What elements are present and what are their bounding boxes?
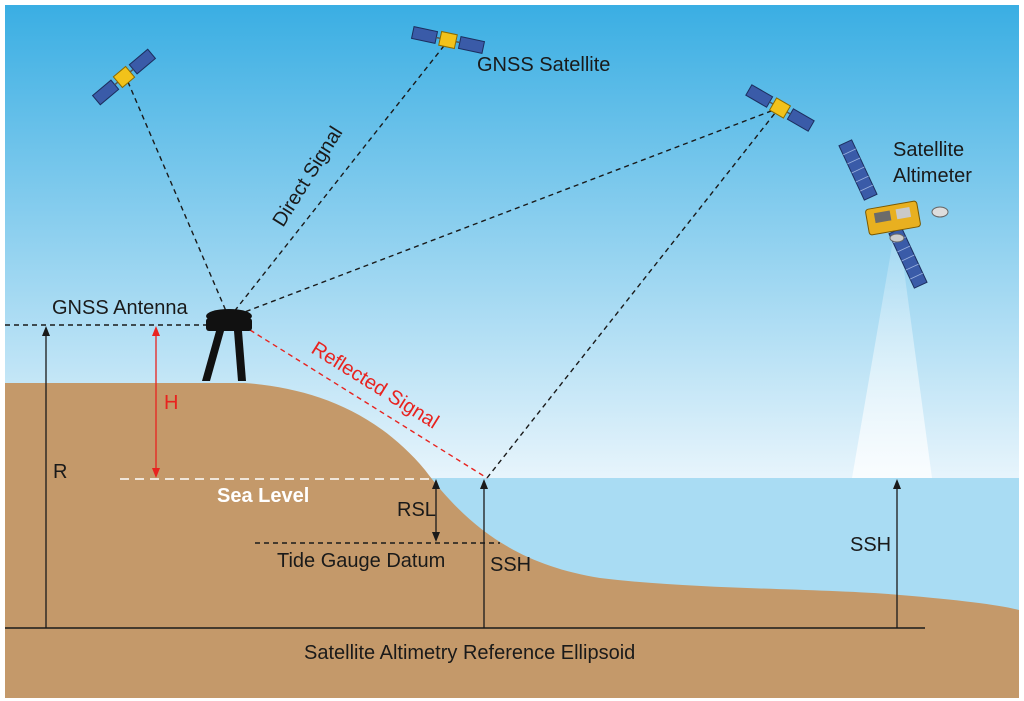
- ssh-right-label: SSH: [850, 534, 891, 556]
- rsl-label: RSL: [397, 499, 436, 521]
- sea-level-label: Sea Level: [217, 485, 309, 507]
- satellite-altimeter-label-line2: Altimeter: [893, 165, 972, 187]
- gnss-satellite-label: GNSS Satellite: [477, 54, 610, 76]
- ssh-left-label: SSH: [490, 554, 531, 576]
- satellite-altimeter-label-line1: Satellite: [893, 139, 964, 161]
- tide-gauge-datum-label: Tide Gauge Datum: [277, 550, 445, 572]
- h-label: H: [164, 392, 178, 414]
- r-label: R: [53, 461, 67, 483]
- reference-ellipsoid-label: Satellite Altimetry Reference Ellipsoid: [304, 642, 635, 664]
- gnss-antenna-label: GNSS Antenna: [52, 297, 189, 319]
